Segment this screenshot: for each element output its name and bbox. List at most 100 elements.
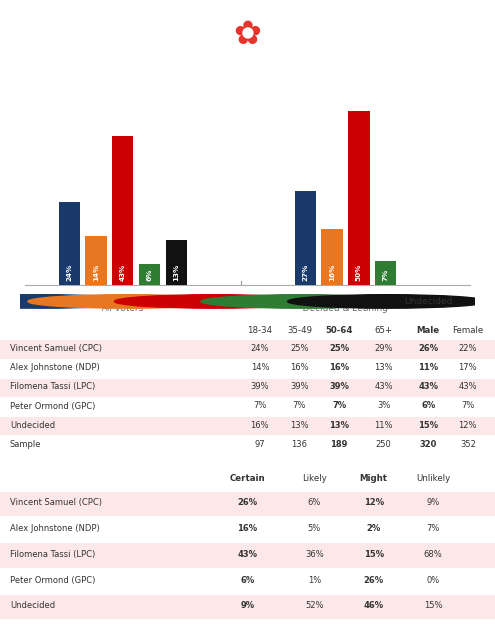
Text: 25%: 25% — [329, 344, 349, 353]
FancyBboxPatch shape — [0, 398, 495, 416]
FancyBboxPatch shape — [0, 543, 495, 568]
Circle shape — [288, 294, 488, 308]
Bar — [139, 264, 160, 285]
Text: 16%: 16% — [290, 364, 309, 372]
Text: 6%: 6% — [421, 401, 435, 410]
Text: 352: 352 — [460, 440, 476, 449]
Text: 11%: 11% — [418, 364, 438, 372]
Text: 43%: 43% — [238, 550, 257, 559]
Text: Alex Johnstone (NDP): Alex Johnstone (NDP) — [10, 524, 99, 533]
Text: 26%: 26% — [238, 498, 257, 508]
Text: Unlikely: Unlikely — [416, 474, 450, 483]
Text: 1%: 1% — [308, 575, 321, 584]
Text: 50%: 50% — [356, 264, 362, 282]
Text: Peter Ormond (GPC): Peter Ormond (GPC) — [10, 575, 95, 584]
Text: FRIENDS OF CANADIAN
BROADCASTING: FRIENDS OF CANADIAN BROADCASTING — [345, 20, 480, 43]
Text: 97: 97 — [254, 440, 265, 449]
Text: 39%: 39% — [290, 382, 309, 392]
Text: 12%: 12% — [458, 420, 477, 429]
Text: 12%: 12% — [364, 498, 384, 508]
Text: All Voters: All Voters — [101, 304, 144, 313]
Bar — [321, 229, 343, 285]
Text: 18-34: 18-34 — [248, 326, 272, 335]
Text: 9%: 9% — [427, 498, 440, 508]
Text: 7%: 7% — [293, 401, 306, 410]
Text: 52%: 52% — [305, 602, 324, 611]
Bar — [165, 240, 187, 285]
Text: Vincent Samuel (CPC): Vincent Samuel (CPC) — [10, 498, 102, 508]
Text: 7%: 7% — [383, 269, 389, 282]
Text: 35-49: 35-49 — [287, 326, 312, 335]
FancyBboxPatch shape — [0, 492, 495, 516]
Text: 16%: 16% — [238, 524, 257, 533]
Bar — [295, 191, 316, 285]
Text: 15%: 15% — [424, 602, 443, 611]
Bar — [375, 260, 396, 285]
Text: Filomena Tassi (LPC): Filomena Tassi (LPC) — [10, 550, 95, 559]
Text: 46%: 46% — [364, 602, 384, 611]
Bar — [85, 236, 107, 285]
Text: 14%: 14% — [250, 364, 269, 372]
Text: Alex Johnstone (NDP): Alex Johnstone (NDP) — [10, 364, 99, 372]
Text: 13%: 13% — [374, 364, 393, 372]
Text: Might: Might — [360, 474, 388, 483]
Text: Filomena Tassi (LPC): Filomena Tassi (LPC) — [10, 382, 95, 392]
Text: Samuel: Samuel — [58, 297, 93, 306]
Polygon shape — [163, 15, 332, 51]
Text: 16%: 16% — [250, 420, 269, 429]
Text: 14%: 14% — [93, 264, 99, 282]
FancyBboxPatch shape — [0, 595, 495, 620]
Text: 25%: 25% — [290, 344, 309, 353]
Text: 43%: 43% — [458, 382, 477, 392]
Text: 189: 189 — [330, 440, 348, 449]
Circle shape — [28, 294, 228, 308]
Text: Certain: Certain — [230, 474, 265, 483]
FancyBboxPatch shape — [0, 436, 495, 454]
Circle shape — [201, 294, 401, 308]
Text: 13%: 13% — [173, 264, 179, 282]
Text: 68%: 68% — [424, 550, 443, 559]
Text: 2%: 2% — [367, 524, 381, 533]
Text: 26%: 26% — [364, 575, 384, 584]
Text: 29%: 29% — [374, 344, 393, 353]
Circle shape — [0, 294, 142, 308]
FancyBboxPatch shape — [0, 340, 495, 358]
Text: Peter Ormond (GPC): Peter Ormond (GPC) — [10, 401, 95, 410]
Text: 5%: 5% — [308, 524, 321, 533]
Text: Undecided: Undecided — [10, 602, 55, 611]
Text: ✿: ✿ — [234, 18, 261, 51]
Text: Likely: Likely — [302, 474, 327, 483]
Text: 6%: 6% — [147, 269, 152, 282]
Text: 16%: 16% — [329, 264, 335, 282]
Bar — [112, 136, 134, 285]
Text: 36%: 36% — [305, 550, 324, 559]
Text: 17%: 17% — [458, 364, 477, 372]
Text: 13%: 13% — [290, 420, 309, 429]
Text: Sample: Sample — [10, 440, 42, 449]
Bar — [58, 202, 80, 285]
Text: 15%: 15% — [364, 550, 384, 559]
Circle shape — [114, 294, 315, 308]
FancyBboxPatch shape — [0, 569, 495, 593]
Text: Decided & Leaning: Decided & Leaning — [303, 304, 388, 313]
Text: 15%: 15% — [418, 420, 438, 429]
Text: 43%: 43% — [418, 382, 438, 392]
Text: 7%: 7% — [332, 401, 346, 410]
FancyBboxPatch shape — [0, 417, 495, 435]
Text: 3%: 3% — [377, 401, 391, 410]
Text: Tassi: Tassi — [232, 297, 253, 306]
Text: 6%: 6% — [307, 498, 321, 508]
Text: Female: Female — [452, 326, 484, 335]
Text: HAMILTON WEST-ANCASTER-DUNDAS: HAMILTON WEST-ANCASTER-DUNDAS — [15, 28, 223, 38]
Text: 7%: 7% — [253, 401, 267, 410]
Text: Male: Male — [417, 326, 440, 335]
Text: 9%: 9% — [241, 602, 254, 611]
Text: Ormond: Ormond — [318, 297, 354, 306]
Text: 7%: 7% — [426, 524, 440, 533]
Text: 11%: 11% — [374, 420, 393, 429]
Text: Johnstone: Johnstone — [145, 297, 190, 306]
Text: 43%: 43% — [374, 382, 393, 392]
FancyBboxPatch shape — [0, 360, 495, 378]
Text: 39%: 39% — [329, 382, 349, 392]
Text: Vincent Samuel (CPC): Vincent Samuel (CPC) — [10, 344, 102, 353]
